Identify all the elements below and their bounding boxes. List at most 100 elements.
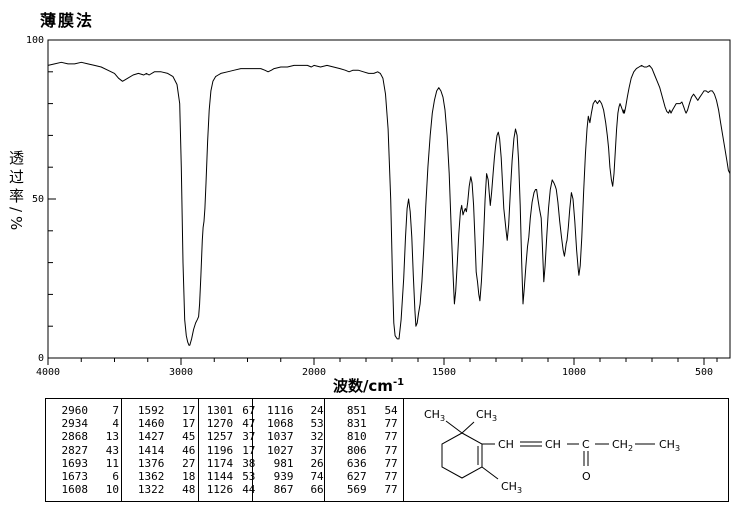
peak-row: 1427 45 xyxy=(130,430,197,443)
peak-wavenumber: 1174 xyxy=(206,456,234,470)
ch-label: CH xyxy=(498,438,514,451)
peak-row: 867 66 xyxy=(261,483,324,496)
peak-transmittance: 66 xyxy=(310,483,324,497)
plot-frame xyxy=(47,39,731,359)
methylene-label: CH2 xyxy=(612,438,633,453)
peak-row: 1196 17 xyxy=(207,443,256,457)
peak-wavenumber: 1322 xyxy=(137,483,165,497)
peak-transmittance: 77 xyxy=(384,417,398,431)
peak-wavenumber: 810 xyxy=(346,430,367,444)
peak-wavenumber: 1257 xyxy=(206,430,234,444)
peak-table-column-5: 851 54 831 77 810 77 806 77 636 77 627 77 569 77 xyxy=(325,399,404,501)
peak-transmittance: 44 xyxy=(242,483,256,497)
peak-wavenumber: 2960 xyxy=(61,404,89,417)
x-axis-label: 波数/cm-1 xyxy=(0,375,737,396)
peak-wavenumber: 1362 xyxy=(137,470,165,484)
carbonyl-oxygen-label: O xyxy=(582,470,591,483)
peak-wavenumber: 627 xyxy=(346,470,367,484)
molecule-bonds xyxy=(441,420,655,480)
peak-wavenumber: 981 xyxy=(273,456,294,470)
peak-wavenumber: 1270 xyxy=(206,417,234,431)
peak-row: 939 74 xyxy=(261,470,324,483)
x-axis-tick-label: 500 xyxy=(695,367,713,378)
peak-row: 2868 13 xyxy=(54,430,121,443)
peak-transmittance: 17 xyxy=(182,417,196,431)
peak-wavenumber: 851 xyxy=(346,404,367,417)
peak-transmittance: 4 xyxy=(112,417,119,431)
peak-wavenumber: 1592 xyxy=(137,404,165,417)
peak-transmittance: 26 xyxy=(310,456,324,470)
peak-transmittance: 77 xyxy=(384,483,398,497)
peak-wavenumber: 2868 xyxy=(61,430,89,444)
peak-transmittance: 37 xyxy=(242,430,256,444)
peak-row: 1362 18 xyxy=(130,470,197,483)
peak-row: 1592 17 xyxy=(130,404,197,417)
peak-wavenumber: 1693 xyxy=(61,456,89,470)
peak-wavenumber: 2934 xyxy=(61,417,89,431)
peak-transmittance: 6 xyxy=(112,470,119,484)
x-axis-tick-label: 1000 xyxy=(562,367,586,378)
molecule-labels: CH3 CH3 CH3 CH CH C O CH2 CH3 xyxy=(424,408,680,495)
peak-transmittance: 37 xyxy=(310,443,324,457)
peak-wavenumber: 1144 xyxy=(206,470,234,484)
peak-table-column-2: 1592 17 1460 17 1427 45 1414 46 1376 27 1362 18 1322… xyxy=(122,399,199,501)
y-axis-tick-label: 0 xyxy=(38,353,44,364)
peak-wavenumber: 569 xyxy=(346,483,367,497)
peak-table-column-3: 1301 67 1270 47 1257 37 1196 17 1174 38 1144 53 1126… xyxy=(199,399,256,501)
peak-transmittance: 77 xyxy=(384,470,398,484)
peak-transmittance: 13 xyxy=(105,430,119,444)
peak-row: 636 77 xyxy=(333,457,403,470)
peak-row: 1068 53 xyxy=(261,417,324,430)
ch-label: CH xyxy=(545,438,561,451)
peak-wavenumber: 1376 xyxy=(137,456,165,470)
peak-row: 1144 53 xyxy=(206,470,256,484)
peak-transmittance: 27 xyxy=(182,456,196,470)
peak-row: 1027 37 xyxy=(261,444,324,457)
peak-wavenumber: 1116 xyxy=(266,404,294,417)
x-axis-label-superscript: -1 xyxy=(392,377,405,388)
peak-row: 851 54 xyxy=(333,404,403,417)
y-axis-label: 透过率/% xyxy=(7,150,25,235)
peak-transmittance: 18 xyxy=(182,470,196,484)
peak-row: 1460 17 xyxy=(130,417,197,430)
x-axis-tick-label: 1500 xyxy=(432,367,456,378)
x-axis-tick-label: 4000 xyxy=(36,367,60,378)
peak-table: 2960 7 2934 4 2868 13 2827 43 1693 11 1673 6 1608 10 … xyxy=(45,398,729,502)
peak-row: 1376 27 xyxy=(130,457,197,470)
peak-row: 1037 32 xyxy=(261,430,324,443)
peak-transmittance: 11 xyxy=(105,456,119,470)
peak-row: 810 77 xyxy=(333,430,403,443)
peak-transmittance: 77 xyxy=(384,430,398,444)
peak-transmittance: 17 xyxy=(242,443,256,457)
peak-transmittance: 46 xyxy=(182,443,196,457)
peak-row: 1414 46 xyxy=(130,444,197,457)
peak-wavenumber: 939 xyxy=(273,470,294,484)
peak-row: 1270 47 xyxy=(206,417,256,431)
peak-transmittance: 53 xyxy=(310,417,324,431)
peak-wavenumber: 1673 xyxy=(61,470,89,484)
x-axis-label-text: 波数/cm xyxy=(332,377,393,395)
peak-transmittance: 48 xyxy=(182,483,196,497)
peak-wavenumber: 1460 xyxy=(137,417,165,431)
peak-row: 1301 67 xyxy=(207,404,256,417)
peak-wavenumber: 1427 xyxy=(137,430,165,444)
peak-wavenumber: 2827 xyxy=(61,443,89,457)
peak-row: 1608 10 xyxy=(54,483,121,496)
peak-transmittance: 24 xyxy=(310,404,324,417)
peak-row: 806 77 xyxy=(333,444,403,457)
peak-row: 1322 48 xyxy=(130,483,197,496)
peak-transmittance: 74 xyxy=(310,470,324,484)
peak-transmittance: 43 xyxy=(105,443,119,457)
methyl-label: CH3 xyxy=(501,480,522,495)
peak-row: 569 77 xyxy=(333,483,403,496)
peak-row: 981 26 xyxy=(261,457,324,470)
peak-wavenumber: 1126 xyxy=(206,483,234,497)
peak-wavenumber: 1414 xyxy=(137,443,165,457)
peak-row: 1693 11 xyxy=(54,457,121,470)
ir-spectrum-curve xyxy=(47,61,731,346)
peak-table-column-4: 1116 24 1068 53 1037 32 1027 37 981 26 939 74 867 66 xyxy=(253,399,325,501)
peak-wavenumber: 831 xyxy=(346,417,367,431)
methyl-label: CH3 xyxy=(424,408,445,423)
